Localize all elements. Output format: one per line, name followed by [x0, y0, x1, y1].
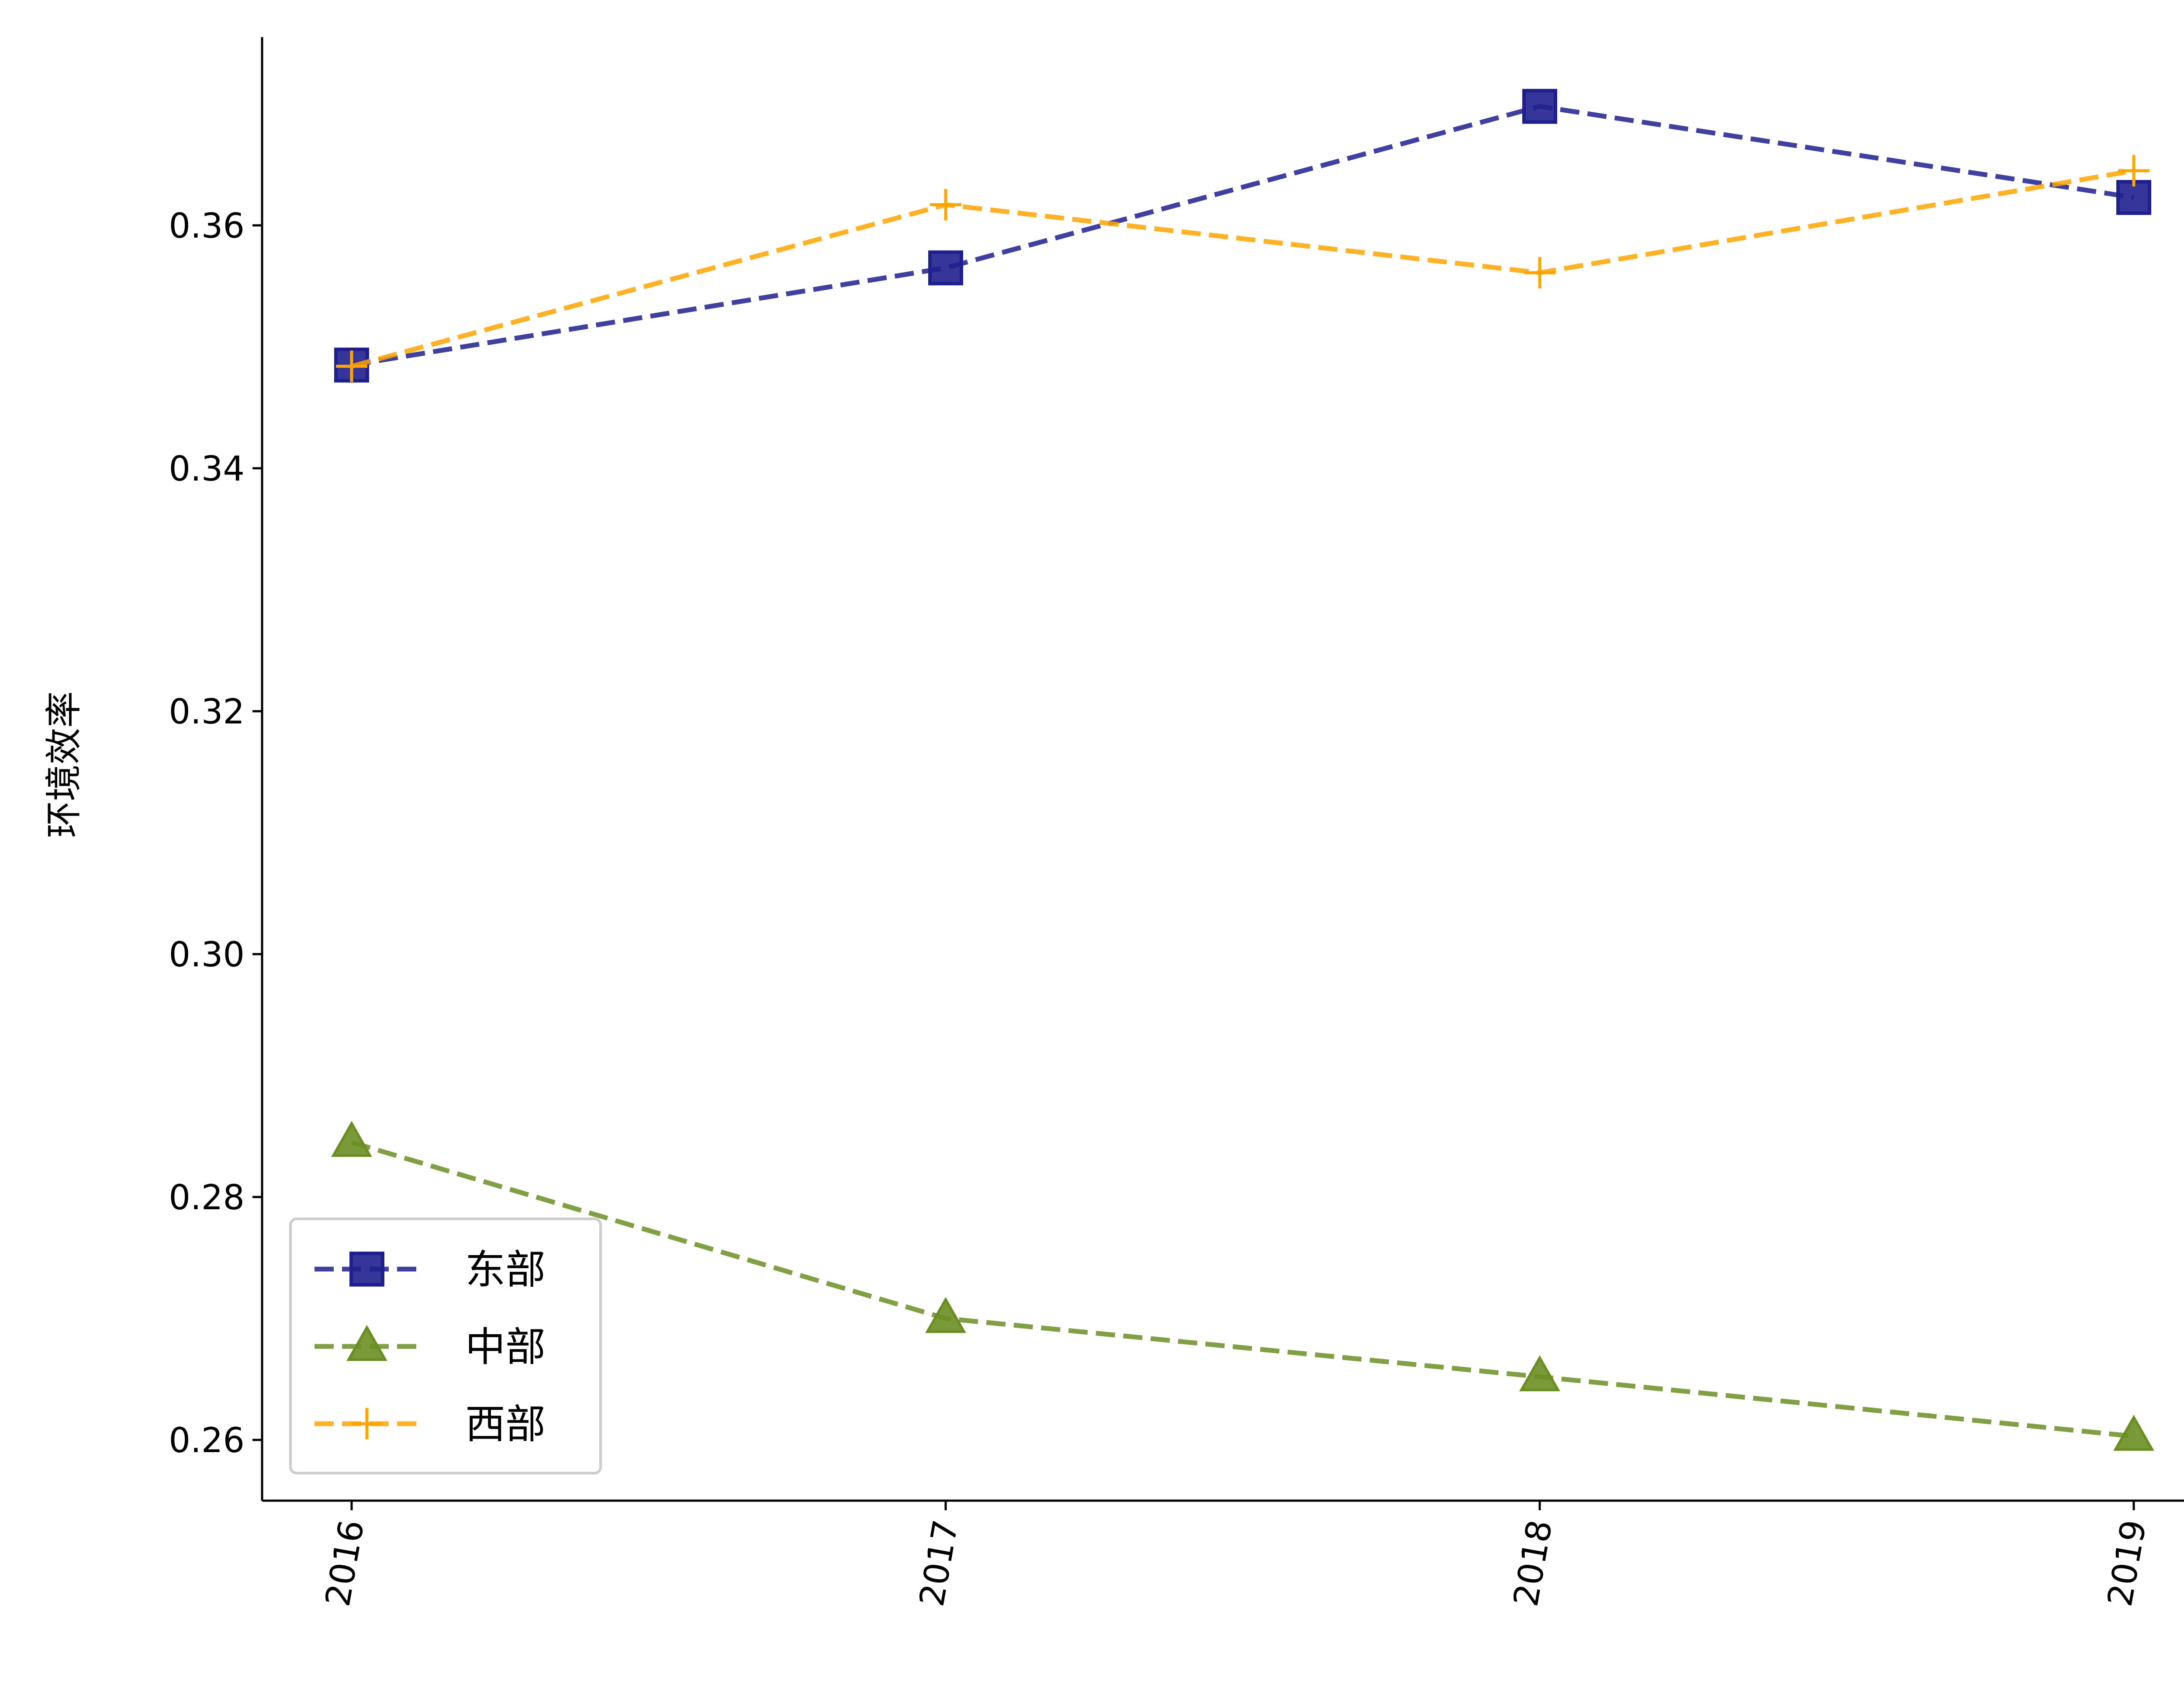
data-point — [1519, 1355, 1560, 1391]
legend-item: 西部 — [314, 1401, 546, 1448]
legend-label: 东部 — [465, 1246, 546, 1293]
data-point — [930, 189, 961, 221]
legend-label: 中部 — [465, 1324, 546, 1370]
data-point — [1522, 89, 1557, 124]
legend-box — [289, 1218, 602, 1474]
data-point — [331, 1121, 372, 1157]
series-triangle — [331, 1121, 2154, 1451]
data-point — [346, 1325, 387, 1361]
series-plus — [336, 155, 2149, 382]
data-point — [925, 1297, 966, 1333]
y-tick-label: 0.36 — [169, 207, 245, 246]
y-axis-label: 环境效率 — [42, 691, 85, 838]
y-tick-label: 0.30 — [169, 935, 245, 975]
data-point — [928, 250, 963, 286]
data-point — [351, 1408, 383, 1439]
y-tick-label: 0.28 — [169, 1178, 245, 1218]
data-point — [2116, 180, 2151, 215]
legend-label: 西部 — [465, 1401, 546, 1448]
y-tick-label: 0.26 — [169, 1421, 245, 1460]
legend-item: 东部 — [314, 1246, 546, 1293]
data-point — [2113, 1415, 2154, 1451]
data-point — [1524, 257, 1555, 289]
y-tick-label: 0.32 — [169, 692, 245, 732]
series-line — [351, 1140, 2134, 1439]
series-line — [351, 168, 2134, 369]
series-layer — [331, 89, 2154, 1451]
legend-item: 中部 — [314, 1324, 546, 1370]
data-point — [2118, 155, 2149, 187]
series-line — [351, 104, 2134, 368]
data-point — [349, 1252, 384, 1287]
data-point — [336, 350, 367, 382]
y-tick-label: 0.34 — [169, 450, 245, 489]
